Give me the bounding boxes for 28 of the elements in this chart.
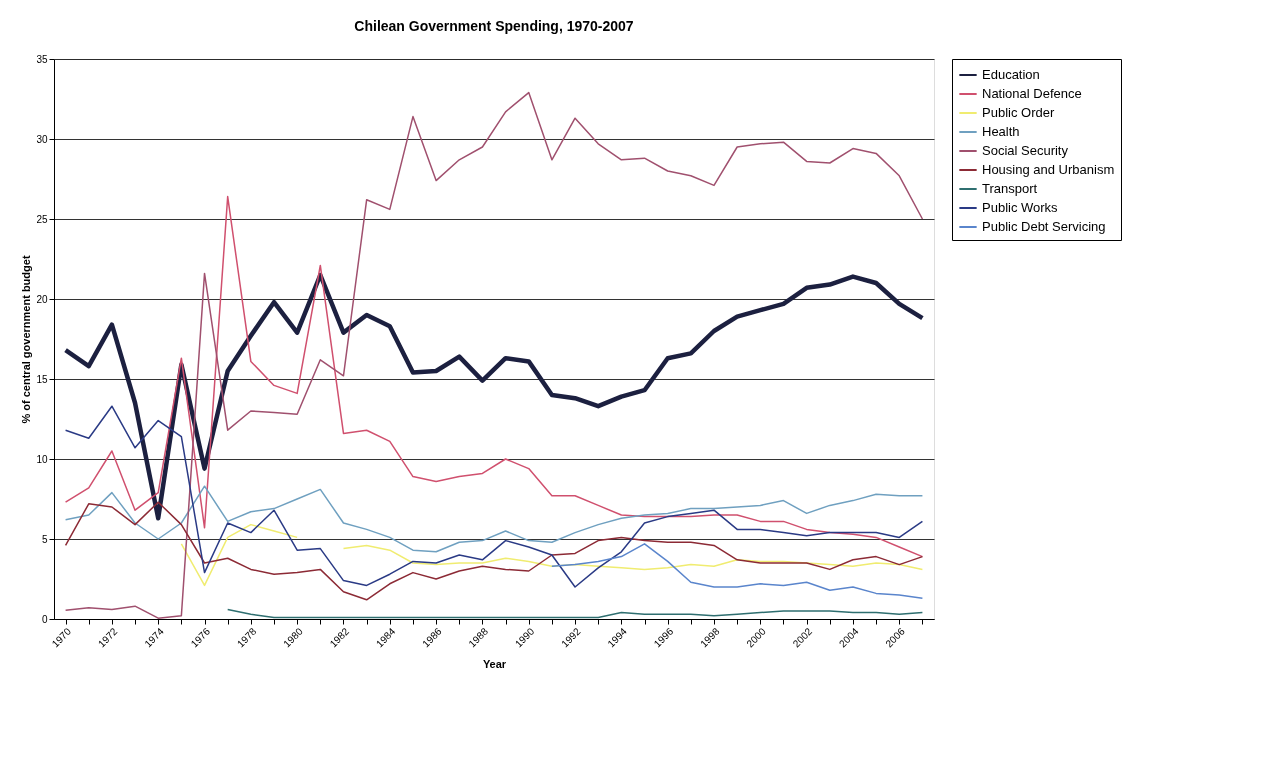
y-tick-label: 15: [36, 373, 48, 385]
legend-label: Transport: [982, 181, 1038, 196]
y-tick-label: 25: [36, 213, 48, 225]
legend-label: Health: [982, 124, 1020, 139]
y-tick-label: 20: [36, 293, 48, 305]
y-tick-label: 30: [36, 133, 48, 145]
line-series: [64, 501, 924, 601]
line-series: [226, 608, 924, 619]
legend-label: Public Debt Servicing: [982, 219, 1106, 234]
line-series: [64, 195, 924, 558]
y-tick-label: 0: [41, 613, 48, 625]
line-series: [64, 485, 924, 553]
y-tick-label: 5: [41, 533, 48, 545]
legend-label: Social Security: [982, 143, 1069, 158]
legend-label: Public Order: [982, 105, 1055, 120]
legend-label: Housing and Urbanism: [982, 162, 1115, 177]
y-tick-label: 10: [36, 453, 48, 465]
legend-label: National Defence: [982, 86, 1082, 101]
y-axis-title: % of central government budget: [20, 255, 33, 424]
y-tick-label: 35: [36, 53, 48, 65]
line-series: [551, 543, 924, 599]
legend-label: Public Works: [982, 200, 1059, 215]
line-series: [64, 91, 924, 619]
chart-title: Chilean Government Spending, 1970-2007: [354, 18, 634, 34]
legend-label: Education: [982, 67, 1040, 82]
line-series: [64, 405, 924, 588]
line-series: [63, 272, 925, 521]
x-axis-title: Year: [482, 658, 507, 671]
